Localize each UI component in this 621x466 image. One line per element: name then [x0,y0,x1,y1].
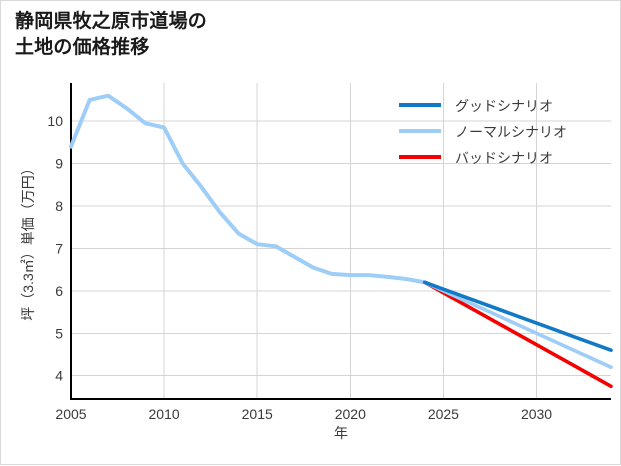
legend-label-normal[interactable]: ノーマルシナリオ [455,124,567,140]
x-tick-label: 2020 [335,406,366,422]
x-axis-title: 年 [334,425,348,441]
x-tick-labels: 2005 2010 2015 2020 2025 2030 [55,406,552,422]
y-tick-label: 10 [47,113,63,129]
data-series-group [69,93,613,389]
legend-label-bad[interactable]: バッドシナリオ [455,150,553,166]
legend-label-good[interactable]: グッドシナリオ [455,98,553,114]
x-tick-label: 2005 [55,406,86,422]
page-title: 静岡県牧之原市道場の 土地の価格推移 [15,11,208,58]
y-tick-label: 4 [55,368,63,384]
y-tick-label: 7 [55,240,63,256]
y-tick-label: 9 [55,156,63,172]
y-tick-label: 5 [55,325,63,341]
series-line-bad [422,280,613,389]
y-tick-label: 8 [55,198,63,214]
x-tick-label: 2010 [149,406,180,422]
x-tick-label: 2025 [428,406,459,422]
x-tick-label: 2015 [242,406,273,422]
y-tick-label: 6 [55,283,63,299]
y-tick-labels: 4 5 6 7 8 9 10 [47,113,63,383]
y-axis-title: 坪（3.3㎡）単価（万円） [20,161,36,320]
axis-lines [70,83,611,400]
series-line-history [69,93,427,285]
series-line-good [422,280,613,353]
x-tick-label: 2030 [521,406,552,422]
series-line-normal [422,280,613,369]
